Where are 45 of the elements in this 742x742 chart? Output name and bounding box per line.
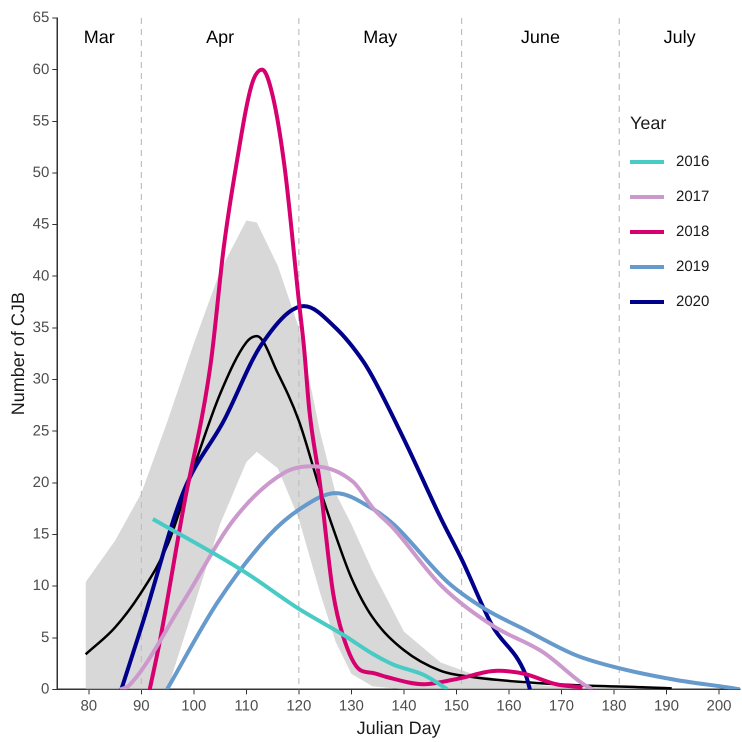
line-series xyxy=(150,516,450,690)
annotation: May xyxy=(363,26,398,47)
y-tick-label: 10 xyxy=(32,577,50,594)
x-tick-label: 170 xyxy=(548,698,574,715)
x-axis-title: Julian Day xyxy=(356,718,441,738)
y-tick-label: 5 xyxy=(40,628,50,646)
legend-title: Year xyxy=(630,113,668,134)
y-tick-label: 55 xyxy=(32,112,50,130)
x-tick-label: 200 xyxy=(706,698,732,715)
legend-label: 2019 xyxy=(676,258,710,275)
legend-label: 2020 xyxy=(676,293,710,310)
y-tick-label: 65 xyxy=(32,9,50,26)
x-tick-label: 130 xyxy=(338,698,364,715)
x-tick-label: 80 xyxy=(80,698,98,715)
y-tick-label: 15 xyxy=(32,526,50,543)
legend-label: 2017 xyxy=(676,188,710,205)
x-tick-label: 160 xyxy=(496,698,522,715)
x-tick-label: 190 xyxy=(654,698,679,715)
line-series xyxy=(165,491,740,690)
annotation: July xyxy=(664,26,696,47)
legend-label: 2018 xyxy=(676,223,710,240)
y-tick-label: 35 xyxy=(32,319,50,336)
legend-label: 2016 xyxy=(676,153,710,170)
annotation: Apr xyxy=(206,26,234,47)
y-axis-title: Number of CJB xyxy=(8,292,28,416)
y-tick-label: 30 xyxy=(32,370,50,388)
y-tick-label: 60 xyxy=(32,60,50,78)
y-tick-label: 50 xyxy=(32,164,50,182)
y-tick-label: 40 xyxy=(32,267,50,284)
line-series xyxy=(148,68,584,690)
x-tick-label: 180 xyxy=(601,698,626,715)
line-series xyxy=(118,464,595,690)
annotation: June xyxy=(520,26,560,47)
x-tick-label: 120 xyxy=(286,698,312,715)
x-tick-label: 100 xyxy=(181,698,206,715)
line-series xyxy=(119,304,532,690)
annotation: Mar xyxy=(84,26,115,47)
y-tick-label: 20 xyxy=(32,474,50,491)
x-tick-label: 150 xyxy=(444,698,469,715)
y-tick-label: 25 xyxy=(32,422,50,440)
x-tick-label: 90 xyxy=(132,698,150,715)
x-tick-label: 140 xyxy=(391,698,416,715)
y-tick-label: 45 xyxy=(32,216,50,233)
x-tick-label: 110 xyxy=(234,698,258,715)
y-tick-label: 0 xyxy=(40,680,50,698)
